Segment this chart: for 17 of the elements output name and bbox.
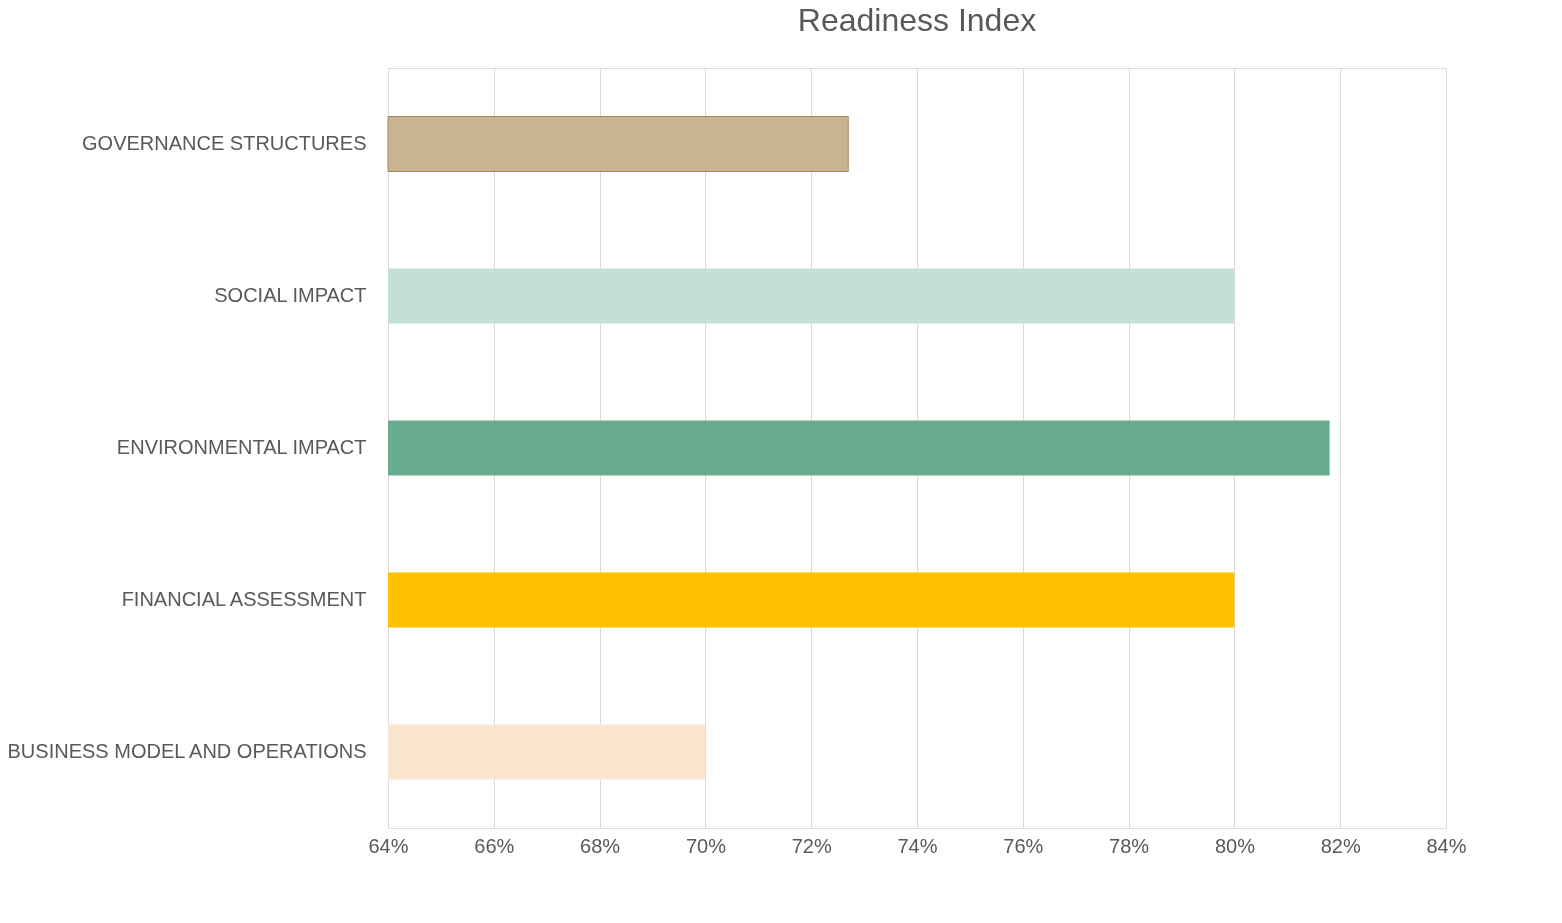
x-tick-label: 74% xyxy=(897,834,938,857)
x-tick-label: 76% xyxy=(1003,834,1044,857)
x-tick-label: 80% xyxy=(1214,834,1256,857)
y-tick-label: SOCIAL IMPACT xyxy=(214,284,367,306)
x-tick-label: 70% xyxy=(685,834,727,857)
x-tick-label: 84% xyxy=(1426,834,1467,857)
y-tick-label: FINANCIAL ASSESSMENT xyxy=(121,588,367,610)
y-tick-label: GOVERNANCE STRUCTURES xyxy=(82,132,367,154)
x-tick-label: 82% xyxy=(1320,834,1361,857)
x-tick-label: 64% xyxy=(368,834,409,857)
x-tick-label: 66% xyxy=(474,834,515,857)
x-tick-label: 68% xyxy=(580,834,621,857)
x-tick-label: 72% xyxy=(791,834,832,857)
x-tick-label: 78% xyxy=(1109,834,1150,857)
y-tick-label: ENVIRONMENTAL IMPACT xyxy=(116,436,367,458)
y-tick-label: BUSINESS MODEL AND OPERATIONS xyxy=(7,740,367,762)
chart-title: Readiness Index xyxy=(797,2,1037,38)
